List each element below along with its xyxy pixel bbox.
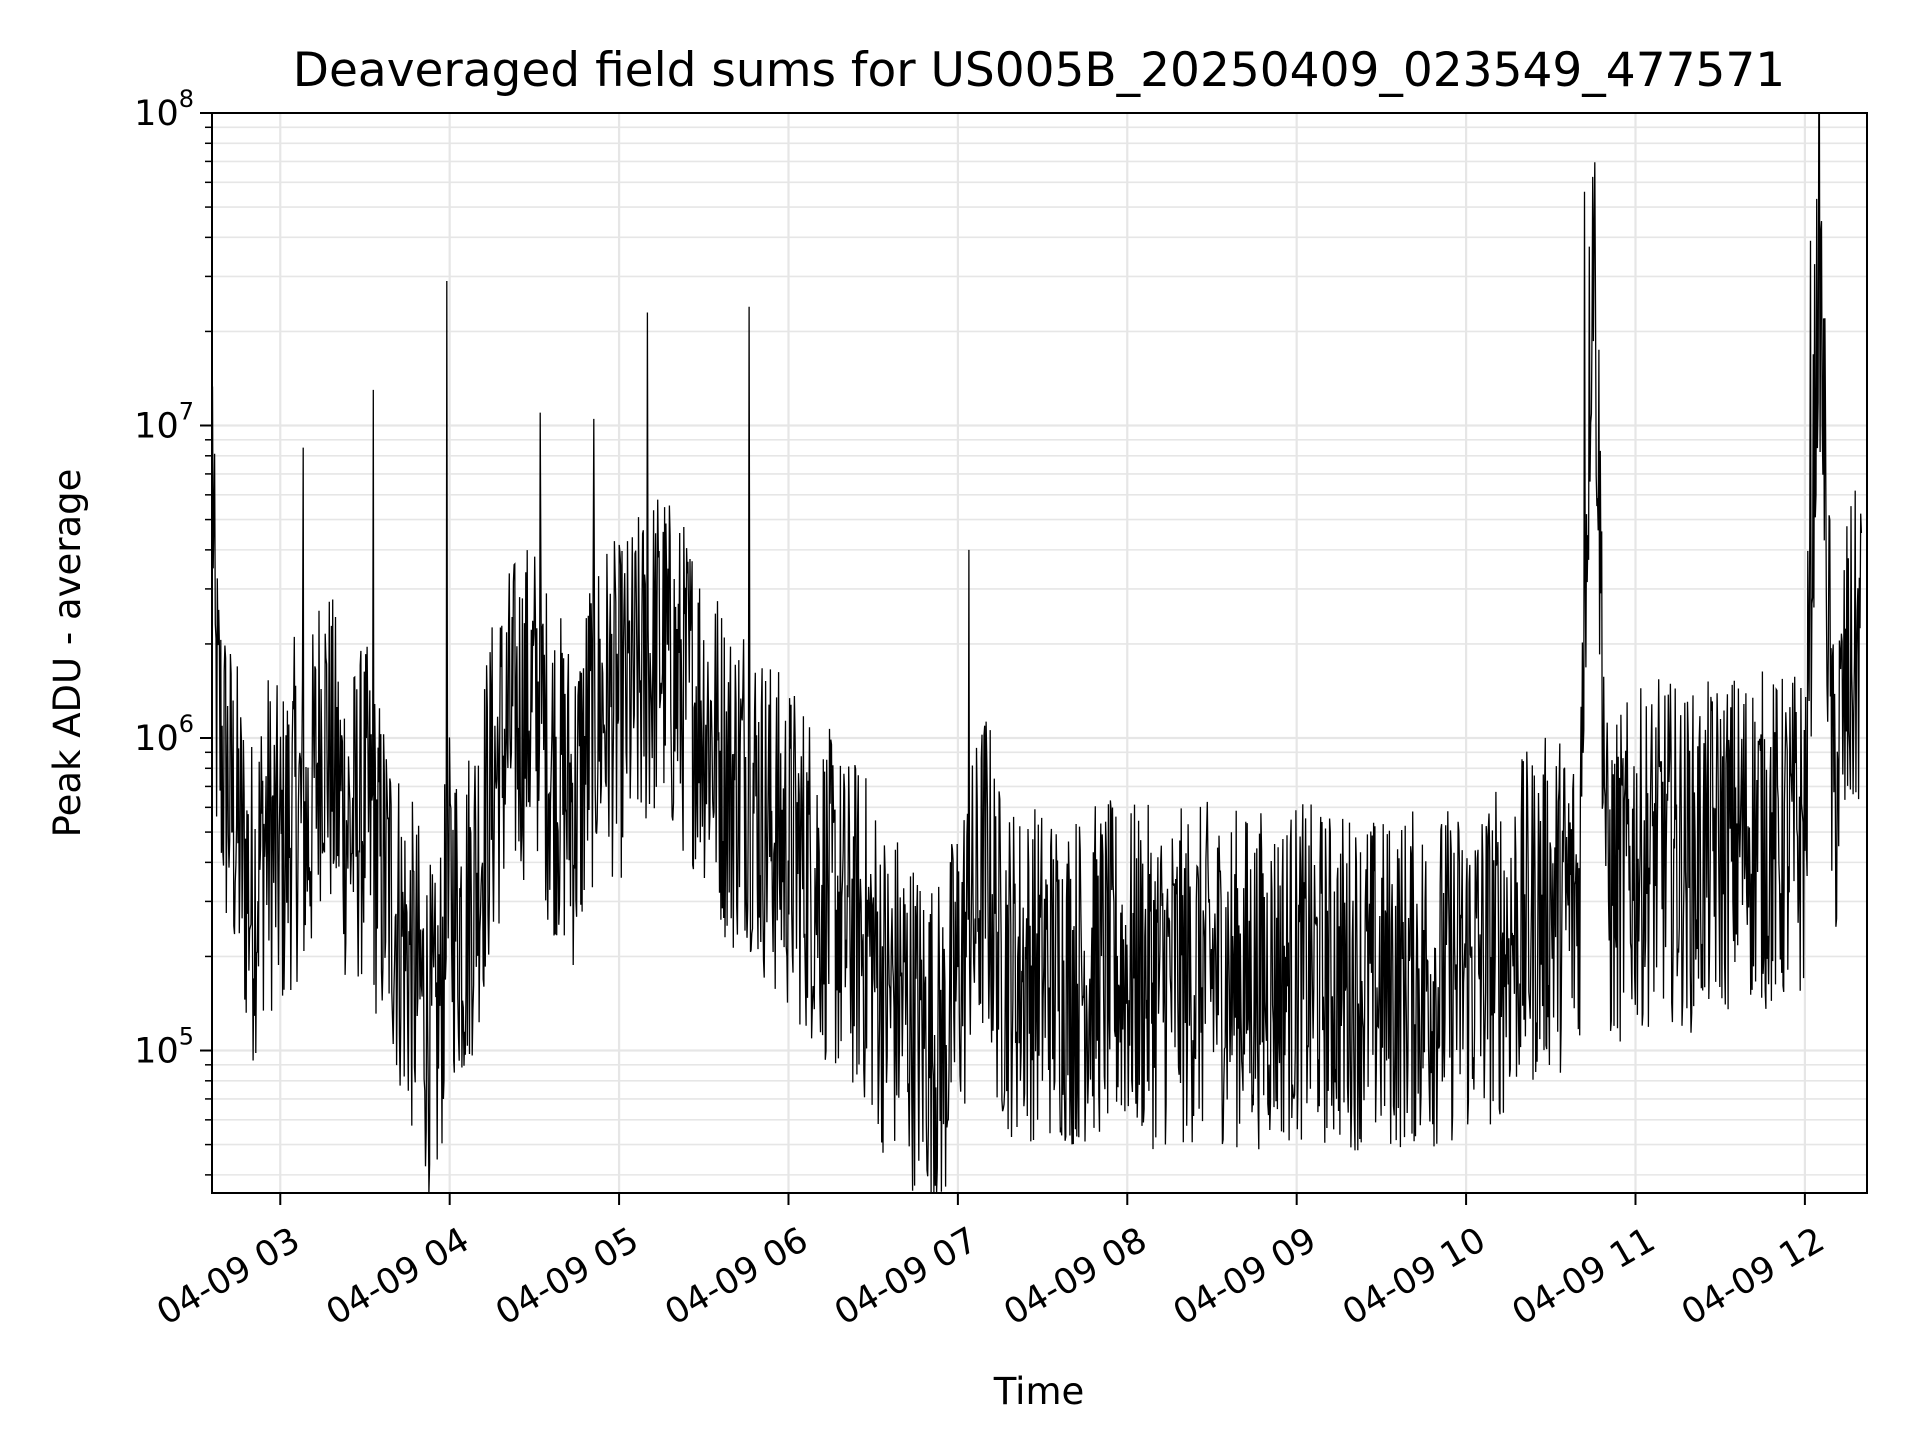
x-tick-label: 04-09 09 [1167,1220,1323,1333]
x-tick-label: 04-09 11 [1506,1220,1662,1333]
data-series-line [211,112,1863,1194]
x-tick-label: 04-09 12 [1675,1220,1831,1333]
x-axis-ticks: 04-09 03 04-09 04 04-09 05 04-09 06 04-09 07… [150,1193,1831,1333]
x-axis-label: Time [993,1370,1085,1413]
y-tick-label: 106 [134,710,194,759]
y-tick-label: 105 [134,1023,194,1072]
x-tick-label: 04-09 05 [489,1220,645,1333]
plot-frame [211,112,1868,1194]
y-tick-label: 108 [134,85,194,134]
x-tick-label: 04-09 10 [1336,1220,1492,1333]
series-line [211,112,1863,1194]
x-tick-label: 04-09 08 [997,1220,1153,1333]
x-tick-label: 04-09 04 [320,1220,476,1333]
x-tick-label: 04-09 07 [828,1220,984,1333]
x-tick-label: 04-09 03 [150,1220,306,1333]
chart-title: Deaveraged field sums for US005B_2025040… [293,43,1785,98]
y-axis-label: Peak ADU - average [46,469,89,838]
y-tick-label: 107 [134,398,194,447]
y-axis-ticks: 105 106 107 108 [134,85,212,1176]
x-tick-label: 04-09 06 [659,1220,815,1333]
